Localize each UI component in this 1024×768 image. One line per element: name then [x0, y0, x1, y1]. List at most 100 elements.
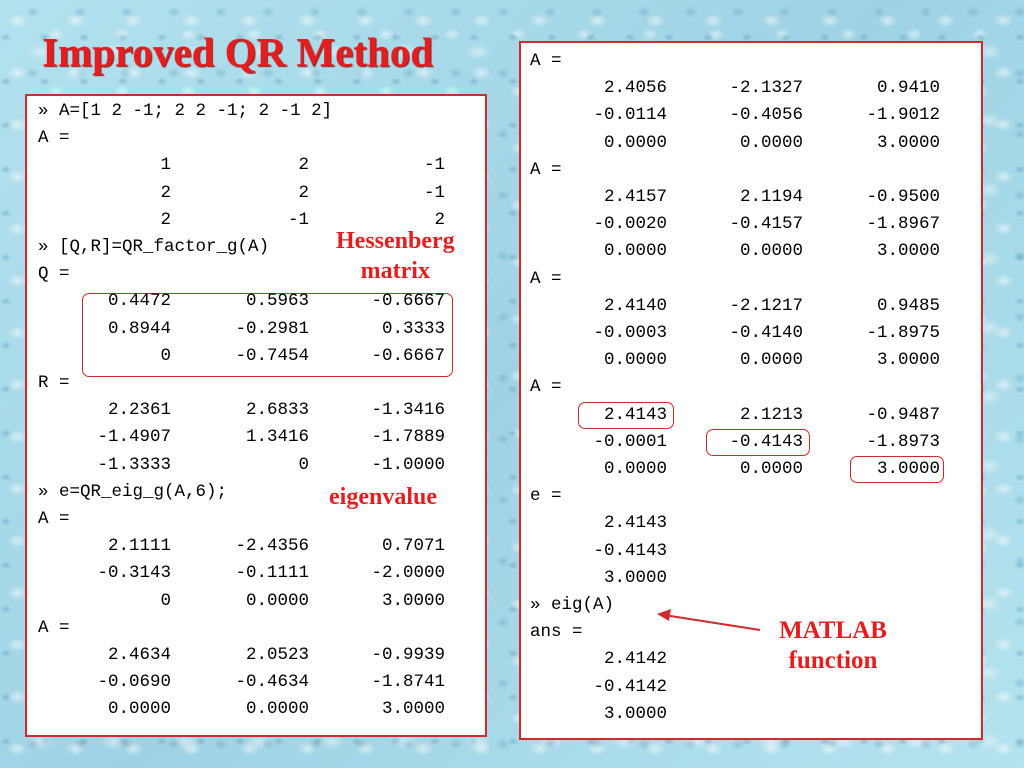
eigenvalue-highlight-1	[578, 402, 674, 429]
output-label: A =	[38, 617, 70, 638]
prompt-symbol: »	[38, 481, 49, 502]
matrix-cell: -0.0114	[593, 105, 667, 126]
matrix-cell: 3.0000	[381, 699, 445, 720]
matrix-cell: -1.8973	[866, 431, 940, 452]
matrix-cell: 0.9410	[876, 78, 940, 99]
matrix-cell: -1.9012	[866, 105, 940, 126]
matrix-cell: 0	[160, 590, 171, 611]
matrix-cell: -0.6667	[371, 345, 445, 366]
matrix-cell: 2	[160, 182, 171, 203]
matrix-cell: -1.4907	[97, 427, 171, 448]
command-text: eig(A)	[551, 595, 615, 615]
matrix-cell: -0.0003	[593, 323, 667, 343]
matrix-cell: -2.1217	[729, 295, 803, 316]
matrix-cell: -0.3143	[97, 563, 171, 584]
matlab-annotation-line1: MATLAB	[779, 617, 887, 644]
matrix-cell: 3.0000	[876, 132, 940, 153]
matrix-cell: 0.9485	[876, 295, 940, 316]
matrix-cell: 2	[160, 209, 171, 230]
matrix-cell: -0.1111	[235, 563, 309, 584]
eigenvalue-highlight-2	[706, 429, 810, 456]
matrix-cell: 2.4157	[603, 187, 667, 207]
command-text: [Q,R]=QR_factor_g(A)	[59, 237, 270, 257]
hessenberg-annotation-line1: Hessenberg	[336, 228, 455, 254]
matrix-cell: 2.4140	[603, 295, 667, 316]
matrix-cell: 2.4143	[603, 404, 667, 425]
matrix-cell: -0.7454	[235, 345, 309, 366]
output-label: ans =	[530, 622, 583, 643]
matrix-cell: 0.0000	[107, 699, 171, 720]
matrix-cell: -1.0000	[371, 454, 445, 475]
output-label: A =	[530, 377, 562, 398]
matrix-cell: 0.0000	[739, 132, 803, 153]
matrix-cell: 1.3416	[245, 427, 309, 448]
matlab-function-annotation: MATLAB function	[768, 616, 898, 676]
matrix-cell: 3.0000	[603, 703, 667, 724]
matrix-cell: 0.0000	[603, 241, 667, 262]
output-label: A =	[530, 51, 562, 71]
matrix-cell: -0.4143	[729, 431, 803, 452]
matrix-cell: 0	[298, 454, 309, 475]
command-line: » [Q,R]=QR_factor_g(A)	[38, 234, 269, 261]
matrix-cell: -1	[423, 182, 445, 203]
matrix-cell: 0.0000	[739, 241, 803, 262]
matrix-cell: 2.6833	[245, 400, 309, 421]
matrix-cell: -2.1327	[729, 78, 803, 99]
matrix-cell: 2	[298, 155, 309, 176]
matrix-cell: 2.1111	[107, 536, 171, 557]
page-title: Improved QR Method	[42, 29, 434, 75]
matrix-cell: -0.9500	[866, 187, 940, 207]
matrix-cell: -1.3416	[371, 400, 445, 421]
matrix-cell: -2.4356	[235, 536, 309, 557]
q-matrix-highlight	[82, 293, 453, 377]
matrix-cell: -0.0001	[593, 431, 667, 452]
output-label: e =	[530, 486, 562, 507]
matrix-cell: -0.2981	[235, 318, 309, 339]
left-console-panel	[25, 94, 487, 737]
output-label: A =	[530, 268, 562, 289]
matrix-cell: 0.7071	[381, 536, 445, 557]
matrix-cell: 0.0000	[245, 590, 309, 611]
matrix-cell: 0.5963	[245, 291, 309, 312]
matrix-cell: -1.8967	[866, 214, 940, 235]
matrix-cell: 1	[160, 155, 171, 176]
matrix-cell: 2.4056	[603, 78, 667, 99]
matrix-cell: 0	[160, 345, 171, 366]
matrix-cell: 0.4472	[107, 291, 171, 312]
prompt-symbol: »	[38, 101, 49, 121]
command-text: e=QR_eig_g(A,6);	[59, 481, 228, 502]
matrix-cell: 2.4142	[603, 649, 667, 670]
matrix-cell: 2	[298, 182, 309, 203]
matrix-cell: 0.0000	[245, 699, 309, 720]
command-line: » A=[1 2 -1; 2 2 -1; 2 -1 2]	[38, 98, 332, 125]
output-label: A =	[38, 509, 70, 529]
matrix-cell: -0.0690	[97, 672, 171, 693]
matrix-cell: -0.4634	[235, 672, 309, 693]
matrix-cell: -0.9939	[371, 645, 445, 665]
matrix-cell: -0.4142	[593, 676, 667, 697]
matrix-cell: 0.8944	[107, 318, 171, 339]
output-label: R =	[38, 373, 70, 393]
matrix-cell: 2.1213	[739, 404, 803, 425]
matrix-cell: -0.0020	[593, 214, 667, 235]
command-line: » e=QR_eig_g(A,6);	[38, 479, 227, 506]
matrix-cell: -1.8741	[371, 672, 445, 693]
matrix-cell: 2.4634	[107, 645, 171, 665]
matrix-cell: 3.0000	[876, 241, 940, 262]
eigenvalue-highlight-3	[850, 456, 944, 483]
matrix-cell: -0.4157	[729, 214, 803, 235]
matrix-cell: 3.0000	[876, 350, 940, 371]
matrix-cell: 2.0523	[245, 645, 309, 665]
matrix-cell: 2.4143	[603, 513, 667, 534]
matrix-cell: 3.0000	[603, 567, 667, 588]
command-text: A=[1 2 -1; 2 2 -1; 2 -1 2]	[59, 101, 333, 121]
matlab-annotation-line2: function	[788, 647, 878, 674]
hessenberg-annotation-line2: matrix	[360, 258, 430, 284]
output-label: A =	[530, 159, 562, 180]
matrix-cell: -0.4143	[593, 540, 667, 561]
matrix-cell: 0.0000	[603, 132, 667, 153]
matrix-cell: -2.0000	[371, 563, 445, 584]
matrix-cell: -0.9487	[866, 404, 940, 425]
matrix-cell: -1.8975	[866, 323, 940, 343]
matrix-cell: -0.4140	[729, 323, 803, 343]
